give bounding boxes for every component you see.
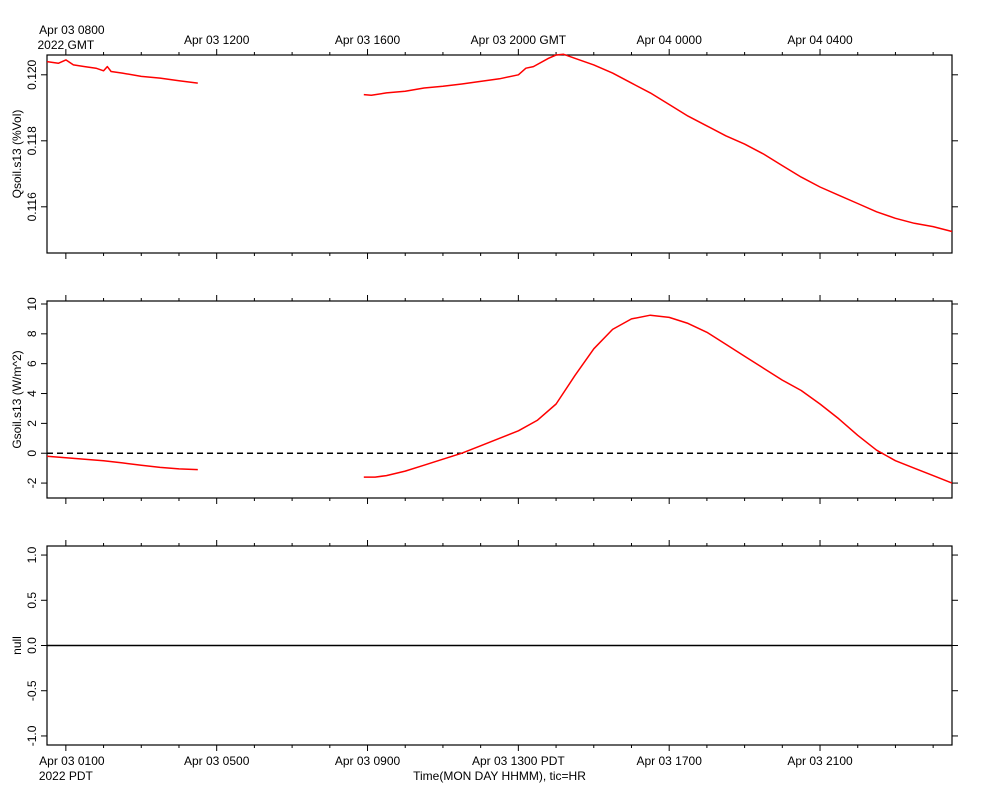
top-axis-first-label-year: 2022 GMT: [38, 38, 95, 52]
y-tick-label: 0.5: [25, 592, 39, 609]
y-tick-label: -0.5: [25, 680, 39, 701]
top-axis-tick-label: Apr 03 2000 GMT: [471, 33, 567, 47]
bottom-axis-tick-label: Apr 03 1300 PDT: [472, 754, 565, 768]
y-tick-label: -1.0: [25, 725, 39, 746]
bottom-axis-first-label-year: 2022 PDT: [39, 769, 94, 783]
y-tick-label: 8: [25, 330, 39, 337]
y-tick-label: 1.0: [25, 546, 39, 563]
y-tick-label: -2: [25, 477, 39, 488]
panel-2: -2 0 2 4 6 8 10 Gsoil.s13 (W/m^2): [10, 295, 958, 504]
y-tick-label: 4: [25, 390, 39, 397]
y-tick-label: 2: [25, 420, 39, 427]
y-axis-label: Qsoil.s13 (%Vol): [10, 110, 24, 199]
bottom-axis-tick-label: Apr 03 0900: [335, 754, 401, 768]
top-axis-tick-label: Apr 03 1200: [184, 33, 250, 47]
y-tick-label: 0.116: [25, 192, 39, 221]
y-tick-label: 0: [25, 450, 39, 457]
bottom-axis-first-label: Apr 03 0100: [39, 754, 105, 768]
y-tick-label: 6: [25, 360, 39, 367]
panel-frame: [46, 54, 953, 254]
y-tick-label: 0.120: [25, 59, 39, 89]
x-axis-label: Time(MON DAY HHMM), tic=HR: [413, 769, 586, 783]
panel-1: 0.116 0.118 0.120 Qsoil.s13 (%Vol) Apr 03 08…: [10, 23, 958, 259]
bottom-axis-tick-label: Apr 03 0500: [184, 754, 250, 768]
bottom-axis-tick-label: Apr 03 2100: [787, 754, 853, 768]
bottom-axis-tick-label: Apr 03 1700: [636, 754, 702, 768]
top-axis-first-label: Apr 03 0800: [39, 23, 105, 37]
top-axis-tick-label: Apr 04 0400: [787, 33, 853, 47]
top-axis-tick-label: Apr 04 0000: [636, 33, 702, 47]
top-axis-tick-label: Apr 03 1600: [335, 33, 401, 47]
panel-frame: [46, 300, 953, 499]
y-axis-label: null: [10, 636, 24, 655]
y-tick-label: 0.118: [25, 126, 39, 155]
series-line-segment-1: [46, 455, 198, 471]
series-line-segment-2: [363, 53, 953, 233]
y-tick-label: 10: [25, 297, 39, 311]
series-line-segment-1: [46, 59, 198, 84]
y-tick-label: 0.0: [25, 637, 39, 654]
series-line-segment-2: [363, 314, 953, 484]
y-axis-label: Gsoil.s13 (W/m^2): [10, 350, 24, 448]
